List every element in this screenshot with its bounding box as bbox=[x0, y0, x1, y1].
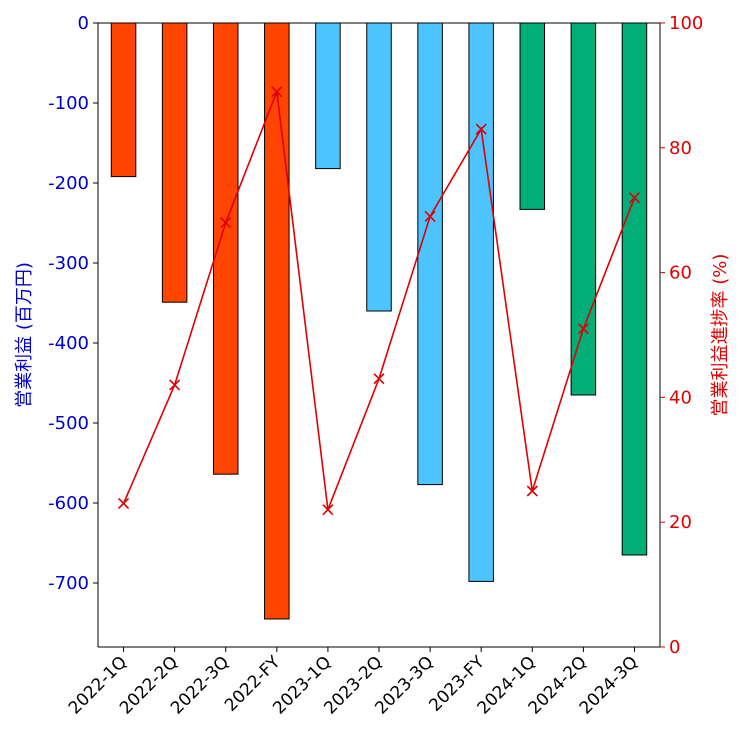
marker-stroke bbox=[220, 217, 232, 229]
bar-2023-FY bbox=[468, 22, 494, 582]
y-axis-right-label: 営業利益進捗率 (%) bbox=[710, 254, 731, 417]
progress-marker-2022-1Q bbox=[117, 497, 130, 510]
progress-marker-2022-FY bbox=[271, 86, 283, 98]
marker-stroke bbox=[373, 373, 385, 385]
bar-2022-1Q bbox=[110, 22, 137, 178]
bar-2024-3Q bbox=[621, 22, 648, 556]
bar-2024-1Q bbox=[519, 22, 546, 210]
marker-stroke bbox=[117, 497, 130, 510]
marker-stroke bbox=[322, 504, 334, 516]
y-right-tick-label: 80 bbox=[669, 138, 692, 159]
y-left-tick-label: -500 bbox=[48, 413, 89, 434]
progress-marker-2022-3Q bbox=[220, 217, 232, 229]
y-right-tick-label: 20 bbox=[669, 512, 692, 533]
marker-stroke bbox=[475, 123, 487, 135]
progress-line-layer bbox=[117, 86, 641, 516]
progress-marker-2024-2Q bbox=[577, 323, 589, 335]
y-left-tick-label: -600 bbox=[48, 493, 89, 514]
y-left-tick-label: -700 bbox=[48, 573, 89, 594]
marker-stroke bbox=[424, 210, 436, 223]
marker-stroke bbox=[169, 379, 181, 391]
y-left-tick-label: 0 bbox=[78, 13, 89, 34]
y-left-tick-label: -200 bbox=[48, 173, 89, 194]
marker-stroke bbox=[526, 485, 538, 497]
progress-marker-2023-1Q bbox=[322, 504, 334, 516]
marker-stroke bbox=[577, 323, 589, 335]
y-left-tick-label: -300 bbox=[48, 253, 89, 274]
y-right-tick-label: 100 bbox=[669, 13, 703, 34]
bar-2022-FY bbox=[264, 22, 290, 620]
marker-stroke bbox=[271, 86, 283, 98]
y-left-tick-label: -100 bbox=[48, 93, 89, 114]
bar-2023-2Q bbox=[366, 22, 392, 312]
progress-marker-2022-2Q bbox=[169, 379, 181, 391]
y-axis-left-label: 営業利益 (百万円) bbox=[14, 262, 35, 408]
progress-marker-2023-FY bbox=[475, 123, 487, 135]
bar-2022-2Q bbox=[161, 22, 188, 303]
progress-marker-2024-3Q bbox=[628, 192, 641, 204]
progress-marker-2023-2Q bbox=[373, 373, 385, 385]
progress-marker-2024-1Q bbox=[526, 485, 538, 497]
y-left-tick-label: -400 bbox=[48, 333, 89, 354]
bar-2024-2Q bbox=[570, 22, 597, 396]
marker-stroke bbox=[628, 192, 641, 204]
bar-2023-1Q bbox=[315, 22, 341, 170]
progress-marker-2023-3Q bbox=[424, 210, 436, 223]
y-right-tick-label: 40 bbox=[669, 387, 692, 408]
y-right-tick-label: 60 bbox=[669, 263, 692, 284]
bars-layer bbox=[110, 22, 648, 620]
y-right-tick-label: 0 bbox=[669, 637, 680, 658]
bar-2023-3Q bbox=[417, 22, 443, 486]
